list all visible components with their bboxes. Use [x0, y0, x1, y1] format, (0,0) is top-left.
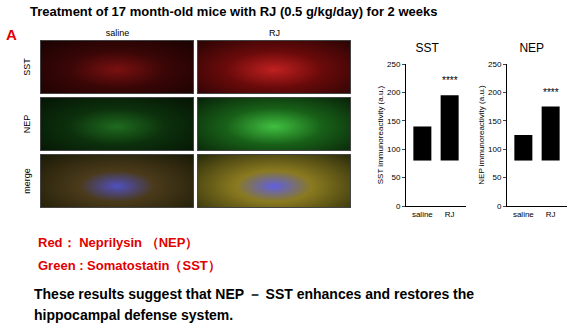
svg-text:NEP immunoreactivity (a.u.): NEP immunoreactivity (a.u.) [477, 85, 486, 185]
html-text:Treatment of 17 month-old mice: Treatment of 17 month-old mice with RJ (… [30, 4, 438, 19]
html-text:A: A [6, 26, 17, 43]
svg-text:RJ: RJ [546, 210, 556, 219]
svg-text:50: 50 [391, 173, 400, 182]
html-text:SST: SST [22, 58, 32, 76]
html-text:merge: merge [22, 168, 32, 194]
svg-text:SST: SST [416, 41, 440, 55]
svg-text:200: 200 [387, 88, 401, 97]
svg-text:saline: saline [412, 210, 433, 219]
html-text:saline: saline [105, 28, 130, 38]
svg-text:150: 150 [387, 117, 401, 126]
html-text:RJ: RJ [269, 28, 280, 38]
html-text:NEP: NEP [22, 114, 32, 134]
html-text:These results suggest that NEP: These results suggest that NEP － SST enh… [34, 286, 475, 323]
svg-text:150: 150 [488, 117, 502, 126]
svg-text:200: 200 [488, 88, 502, 97]
svg-text:****: **** [543, 87, 559, 98]
svg-text:SST immunoreactivity (a.u.): SST immunoreactivity (a.u.) [376, 85, 385, 184]
html-text:Red： Neprilysin （NEP）: Red： Neprilysin （NEP） [38, 235, 199, 250]
svg-text:100: 100 [387, 145, 401, 154]
svg-text:NEP: NEP [519, 41, 544, 55]
svg-text:0: 0 [497, 202, 502, 211]
svg-text:50: 50 [492, 173, 501, 182]
svg-text:RJ: RJ [445, 210, 455, 219]
svg-text:0: 0 [396, 202, 401, 211]
svg-text:****: **** [442, 75, 458, 86]
html-text:Green : Somatostatin（SST）: Green : Somatostatin（SST） [38, 258, 221, 273]
svg-text:250: 250 [387, 60, 401, 69]
svg-text:250: 250 [488, 60, 502, 69]
svg-text:100: 100 [488, 145, 502, 154]
svg-text:saline: saline [513, 210, 534, 219]
